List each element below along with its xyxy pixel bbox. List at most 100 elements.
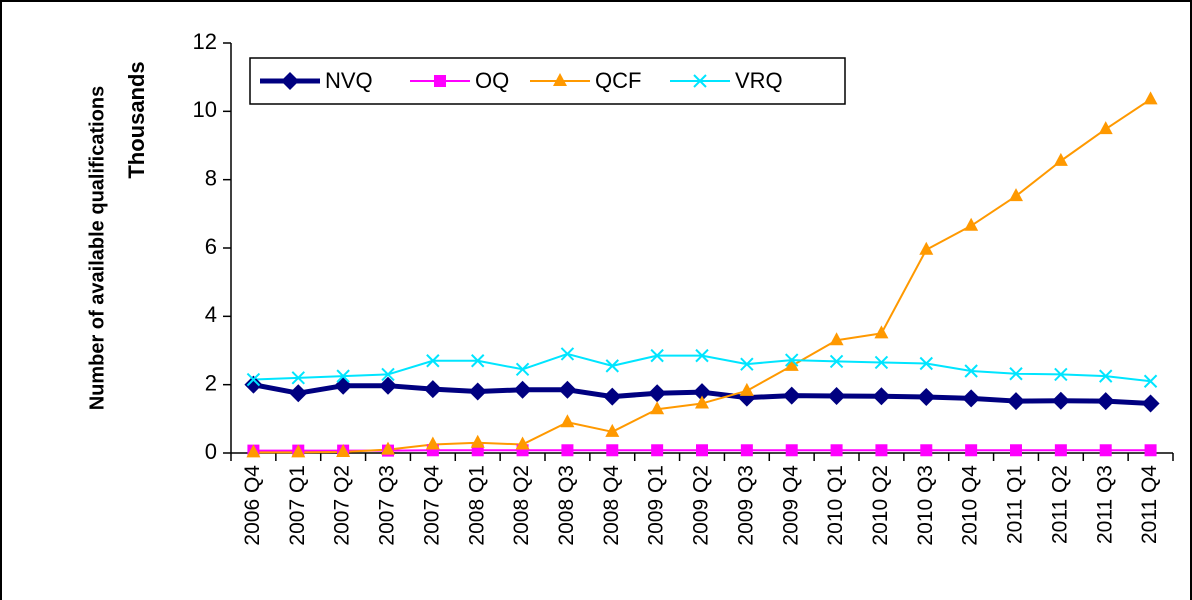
marker xyxy=(1144,444,1157,457)
marker xyxy=(1141,394,1160,413)
x-tick-label: 2006 Q4 xyxy=(241,465,264,546)
marker xyxy=(785,353,799,367)
marker xyxy=(919,241,934,255)
marker xyxy=(1053,152,1068,166)
x-tick-label: 2010 Q1 xyxy=(824,465,847,546)
marker xyxy=(829,354,844,369)
x-tick-label: 2010 Q2 xyxy=(869,465,892,546)
marker xyxy=(782,386,801,405)
x-tick-label: 2011 Q1 xyxy=(1004,465,1027,544)
marker xyxy=(381,367,395,382)
y-tick-label: 6 xyxy=(205,234,217,259)
marker xyxy=(560,347,575,361)
marker xyxy=(695,348,709,363)
marker xyxy=(648,384,667,403)
marker xyxy=(917,387,936,406)
marker xyxy=(246,444,261,458)
x-tick-label: 2008 Q2 xyxy=(510,465,533,546)
marker xyxy=(785,444,798,457)
marker xyxy=(605,359,619,373)
x-tick-label: 2009 Q1 xyxy=(645,465,668,546)
x-tick-label: 2009 Q3 xyxy=(734,465,757,546)
marker xyxy=(513,380,532,399)
marker xyxy=(605,423,620,437)
y-tick-label: 10 xyxy=(193,97,217,122)
y-unit-label: Thousands xyxy=(124,61,149,178)
marker xyxy=(650,348,664,363)
y-axis-label: Number of available qualifications xyxy=(86,86,108,411)
x-tick-label: 2007 Q2 xyxy=(331,465,354,546)
x-tick-label: 2009 Q4 xyxy=(779,465,802,546)
marker xyxy=(1009,367,1023,381)
marker xyxy=(1051,391,1070,410)
marker xyxy=(515,362,530,376)
marker xyxy=(246,372,261,387)
marker xyxy=(336,369,350,383)
marker xyxy=(740,357,754,371)
marker xyxy=(872,387,891,406)
marker xyxy=(289,384,308,403)
y-tick-label: 2 xyxy=(205,370,217,395)
marker xyxy=(651,444,664,457)
marker xyxy=(1143,374,1158,388)
x-tick-label: 2007 Q4 xyxy=(420,465,443,546)
marker xyxy=(603,387,622,406)
y-tick-label: 4 xyxy=(205,302,217,327)
marker xyxy=(468,382,487,401)
marker xyxy=(291,371,305,385)
marker xyxy=(291,444,306,458)
x-tick-label: 2011 Q3 xyxy=(1093,465,1116,544)
marker xyxy=(740,444,753,457)
marker xyxy=(1143,91,1158,105)
marker xyxy=(1054,367,1068,382)
y-tick-label: 12 xyxy=(193,29,217,54)
marker xyxy=(426,354,440,368)
x-tick-label: 2011 Q2 xyxy=(1048,465,1071,544)
marker xyxy=(1010,444,1022,457)
marker xyxy=(693,74,707,88)
marker xyxy=(920,444,933,457)
marker xyxy=(830,444,843,457)
legend-label: QCF xyxy=(595,68,641,93)
marker xyxy=(827,386,846,405)
marker xyxy=(1098,121,1113,135)
marker xyxy=(1099,444,1112,457)
marker xyxy=(964,364,978,378)
legend-label: NVQ xyxy=(325,68,373,93)
marker xyxy=(561,444,574,457)
marker xyxy=(558,380,577,399)
legend-label: OQ xyxy=(475,68,509,93)
marker xyxy=(1054,444,1067,457)
marker xyxy=(379,376,397,395)
marker xyxy=(962,389,981,408)
marker xyxy=(244,375,263,394)
marker xyxy=(965,444,978,457)
marker xyxy=(1096,392,1115,411)
marker xyxy=(695,395,709,409)
x-tick-label: 2008 Q4 xyxy=(600,465,623,546)
marker xyxy=(696,444,708,457)
marker xyxy=(336,443,351,457)
marker xyxy=(515,436,530,450)
marker xyxy=(381,441,395,455)
legend-label: VRQ xyxy=(735,68,783,93)
marker xyxy=(434,75,446,87)
y-tick-label: 0 xyxy=(205,439,217,464)
x-tick-label: 2009 Q2 xyxy=(690,465,713,546)
marker xyxy=(919,356,933,371)
marker xyxy=(874,355,889,370)
marker xyxy=(560,414,575,428)
x-tick-label: 2008 Q3 xyxy=(555,465,578,546)
marker xyxy=(1009,188,1023,202)
marker xyxy=(650,401,665,415)
x-tick-label: 2011 Q4 xyxy=(1138,465,1161,544)
x-tick-label: 2007 Q1 xyxy=(286,465,309,546)
marker xyxy=(1007,392,1025,411)
y-tick-label: 8 xyxy=(205,165,217,190)
legend-box xyxy=(249,57,846,105)
marker xyxy=(693,383,711,402)
marker xyxy=(470,434,485,448)
x-tick-label: 2008 Q1 xyxy=(465,465,488,546)
marker xyxy=(281,72,299,90)
